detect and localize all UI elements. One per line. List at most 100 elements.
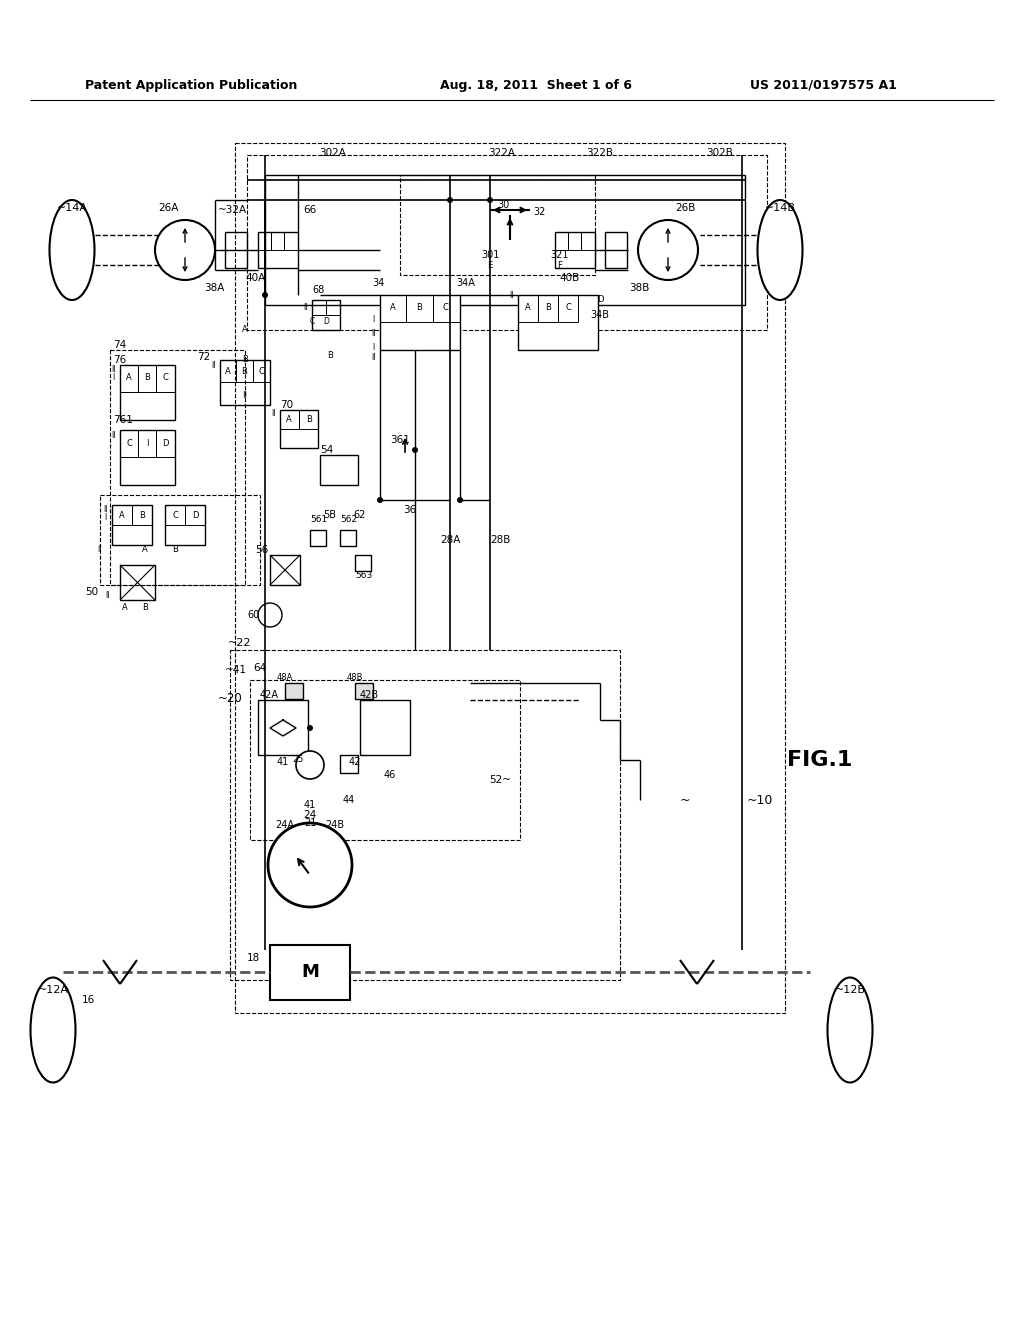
Bar <box>310 531 326 546</box>
Text: 50: 50 <box>85 587 98 597</box>
Text: 563: 563 <box>355 570 373 579</box>
Text: F: F <box>557 260 562 269</box>
Text: 322B: 322B <box>587 148 613 158</box>
Text: 52~: 52~ <box>489 775 511 785</box>
Text: A: A <box>122 602 128 611</box>
Text: Aug. 18, 2011  Sheet 1 of 6: Aug. 18, 2011 Sheet 1 of 6 <box>440 78 632 91</box>
Text: I: I <box>372 315 374 325</box>
Bar <box>518 294 598 350</box>
Text: B: B <box>327 351 333 359</box>
Bar <box>555 232 568 249</box>
Bar <box>312 300 326 315</box>
Bar <box>112 506 152 545</box>
Text: D: D <box>323 318 329 326</box>
Text: 62: 62 <box>354 510 367 520</box>
Bar <box>225 232 247 268</box>
Text: II: II <box>105 590 111 599</box>
Text: 761: 761 <box>113 414 133 425</box>
Text: 46: 46 <box>384 770 396 780</box>
Text: 301: 301 <box>481 249 499 260</box>
Text: II: II <box>111 366 116 375</box>
Text: 41: 41 <box>276 756 289 767</box>
Text: 42B: 42B <box>360 690 379 700</box>
Text: ~: ~ <box>680 793 690 807</box>
Circle shape <box>412 447 418 453</box>
Text: II: II <box>371 329 375 338</box>
Text: 18: 18 <box>247 953 260 964</box>
Bar <box>120 565 155 601</box>
Bar <box>258 700 308 755</box>
Bar <box>355 682 373 700</box>
Text: 56: 56 <box>255 545 268 554</box>
Text: C: C <box>162 374 168 383</box>
Text: D: D <box>597 296 603 305</box>
Bar <box>284 232 298 249</box>
Text: A: A <box>142 545 147 554</box>
Bar <box>319 455 358 484</box>
Text: B: B <box>241 367 247 376</box>
Text: 36: 36 <box>403 506 417 515</box>
Circle shape <box>262 292 268 298</box>
Text: ~20: ~20 <box>218 692 243 705</box>
Text: 361: 361 <box>390 436 410 445</box>
Circle shape <box>155 220 215 280</box>
Text: B: B <box>306 416 312 425</box>
Text: 76: 76 <box>113 355 126 366</box>
Text: 68: 68 <box>312 285 325 294</box>
Bar <box>258 232 298 268</box>
Bar <box>299 411 318 429</box>
Text: 24B: 24B <box>326 820 344 830</box>
Text: I: I <box>145 438 148 447</box>
Bar <box>558 294 578 322</box>
Bar <box>230 649 620 979</box>
Bar <box>220 360 236 381</box>
Bar <box>538 294 558 322</box>
Ellipse shape <box>758 201 803 300</box>
Text: B: B <box>242 355 248 364</box>
Text: 302A: 302A <box>319 148 346 158</box>
Bar <box>605 232 627 268</box>
Text: ~12A: ~12A <box>38 985 69 995</box>
Text: C: C <box>126 438 132 447</box>
Bar <box>236 360 253 381</box>
Text: II: II <box>510 290 514 300</box>
Bar <box>110 350 245 585</box>
Text: E: E <box>487 260 493 269</box>
Bar <box>156 430 175 457</box>
Bar <box>120 430 175 484</box>
Bar <box>250 680 520 840</box>
Text: A: A <box>390 304 396 313</box>
Text: 44: 44 <box>343 795 355 805</box>
Text: 72: 72 <box>197 352 210 362</box>
Bar <box>112 506 132 525</box>
Text: Patent Application Publication: Patent Application Publication <box>85 78 297 91</box>
Bar <box>120 430 138 457</box>
Text: 42A: 42A <box>260 690 279 700</box>
Bar <box>312 300 340 330</box>
Text: II: II <box>211 360 215 370</box>
Text: 42: 42 <box>349 756 361 767</box>
Text: B: B <box>172 545 178 554</box>
Text: 26A: 26A <box>158 203 178 213</box>
Text: C: C <box>258 367 264 376</box>
Bar <box>340 531 356 546</box>
Bar <box>220 360 270 405</box>
Text: B: B <box>139 511 145 520</box>
Text: 66: 66 <box>303 205 316 215</box>
Text: C: C <box>442 304 447 313</box>
Text: 38A: 38A <box>204 282 224 293</box>
Text: A: A <box>126 374 132 383</box>
Text: 32: 32 <box>534 207 546 216</box>
Text: 24A: 24A <box>275 820 295 830</box>
Text: M: M <box>301 964 318 981</box>
Text: II: II <box>111 430 116 440</box>
Text: ~41: ~41 <box>225 665 247 675</box>
Ellipse shape <box>31 978 76 1082</box>
Text: 41: 41 <box>304 800 316 810</box>
Text: ~10: ~10 <box>746 793 773 807</box>
Bar <box>185 506 205 525</box>
Bar <box>165 506 185 525</box>
Bar <box>271 232 284 249</box>
Text: 16: 16 <box>81 995 94 1005</box>
Text: 38B: 38B <box>629 282 649 293</box>
